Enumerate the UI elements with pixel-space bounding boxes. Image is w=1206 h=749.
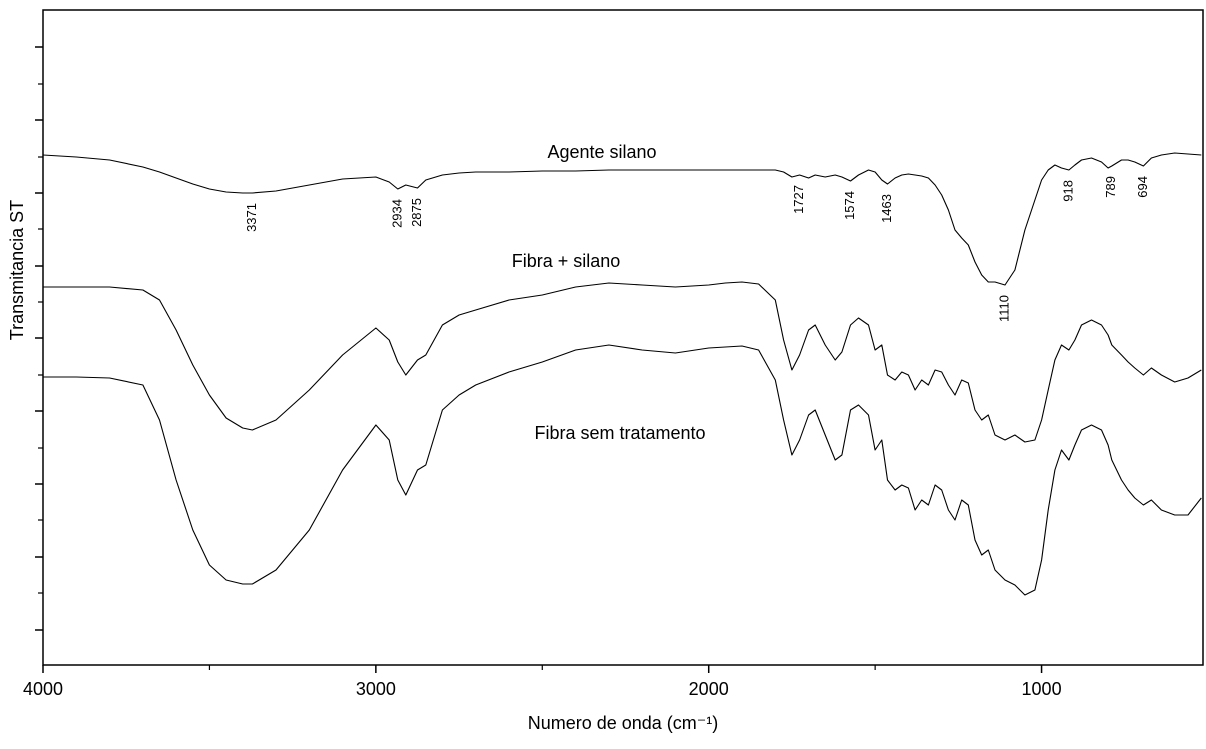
peak-label: 2934 [389, 199, 404, 228]
peak-label: 918 [1060, 180, 1075, 202]
peak-label: 789 [1103, 176, 1118, 198]
series-label: Agente silano [547, 142, 656, 162]
spectrum-line [43, 344, 1202, 596]
peak-label: 1574 [842, 191, 857, 220]
x-axis-title: Numero de onda (cm⁻¹) [528, 713, 719, 733]
peak-label: 1727 [791, 185, 806, 214]
x-tick-label: 1000 [1022, 679, 1062, 699]
plot-frame [42, 9, 1204, 666]
series-label: Fibra + silano [512, 251, 621, 271]
y-axis-title: Transmitancia ST [7, 200, 27, 340]
spectrum-line [42, 152, 1202, 286]
x-tick-label: 3000 [356, 679, 396, 699]
spectrum-line [43, 281, 1202, 443]
peak-label: 3371 [244, 203, 259, 232]
x-tick-label: 4000 [23, 679, 63, 699]
peak-label: 1110 [996, 295, 1011, 322]
x-tick-label: 2000 [689, 679, 729, 699]
peak-label: 1463 [879, 194, 894, 223]
peak-label: 694 [1135, 176, 1150, 198]
peak-label: 2875 [409, 198, 424, 227]
series-label: Fibra sem tratamento [534, 423, 705, 443]
